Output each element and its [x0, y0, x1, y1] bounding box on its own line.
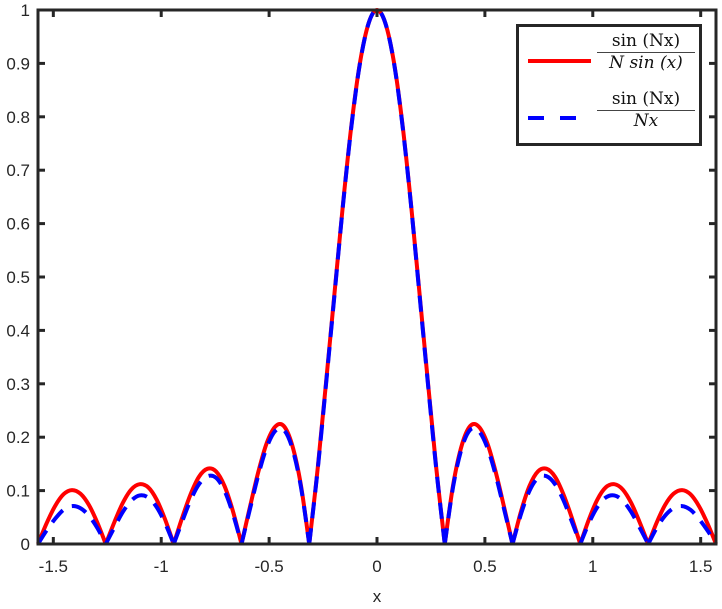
- y-tick-label: 0.5: [6, 268, 30, 287]
- x-tick-label: -1: [154, 557, 169, 576]
- y-tick-label: 0.3: [6, 375, 30, 394]
- x-axis-label: x: [373, 587, 382, 606]
- series-line-2: [36, 8, 718, 546]
- y-tick-label: 0.8: [6, 108, 30, 127]
- y-tick-label: 0.9: [6, 54, 30, 73]
- legend-entry-2-numerator: sin (Nx): [597, 89, 695, 111]
- y-tick-label: 0.7: [6, 161, 30, 180]
- legend-entry-1-numerator: sin (Nx): [597, 31, 695, 53]
- legend: sin (Nx) N sin (x) sin (Nx) Nx: [516, 24, 702, 146]
- legend-entry-2: sin (Nx) Nx: [597, 89, 695, 131]
- legend-entry-1-denominator: N sin (x): [609, 53, 683, 73]
- x-tick-label: 0.5: [473, 557, 497, 576]
- legend-entry-1: sin (Nx) N sin (x): [597, 31, 695, 73]
- x-tick-label: 1.5: [689, 557, 713, 576]
- x-tick-label: -1.5: [39, 557, 68, 576]
- y-tick-label: 0.2: [6, 428, 30, 447]
- x-tick-label: 1: [588, 557, 597, 576]
- y-tick-label: 0.6: [6, 215, 30, 234]
- y-tick-label: 0.4: [6, 321, 30, 340]
- x-tick-label: -0.5: [254, 557, 283, 576]
- x-tick-label: 0: [372, 557, 381, 576]
- series-layer: [36, 8, 718, 546]
- y-tick-label: 0: [21, 535, 30, 554]
- y-tick-label: 0.1: [6, 482, 30, 501]
- axes-box: [36, 8, 718, 546]
- legend-entry-2-denominator: Nx: [633, 111, 659, 131]
- y-tick-label: 1: [21, 1, 30, 20]
